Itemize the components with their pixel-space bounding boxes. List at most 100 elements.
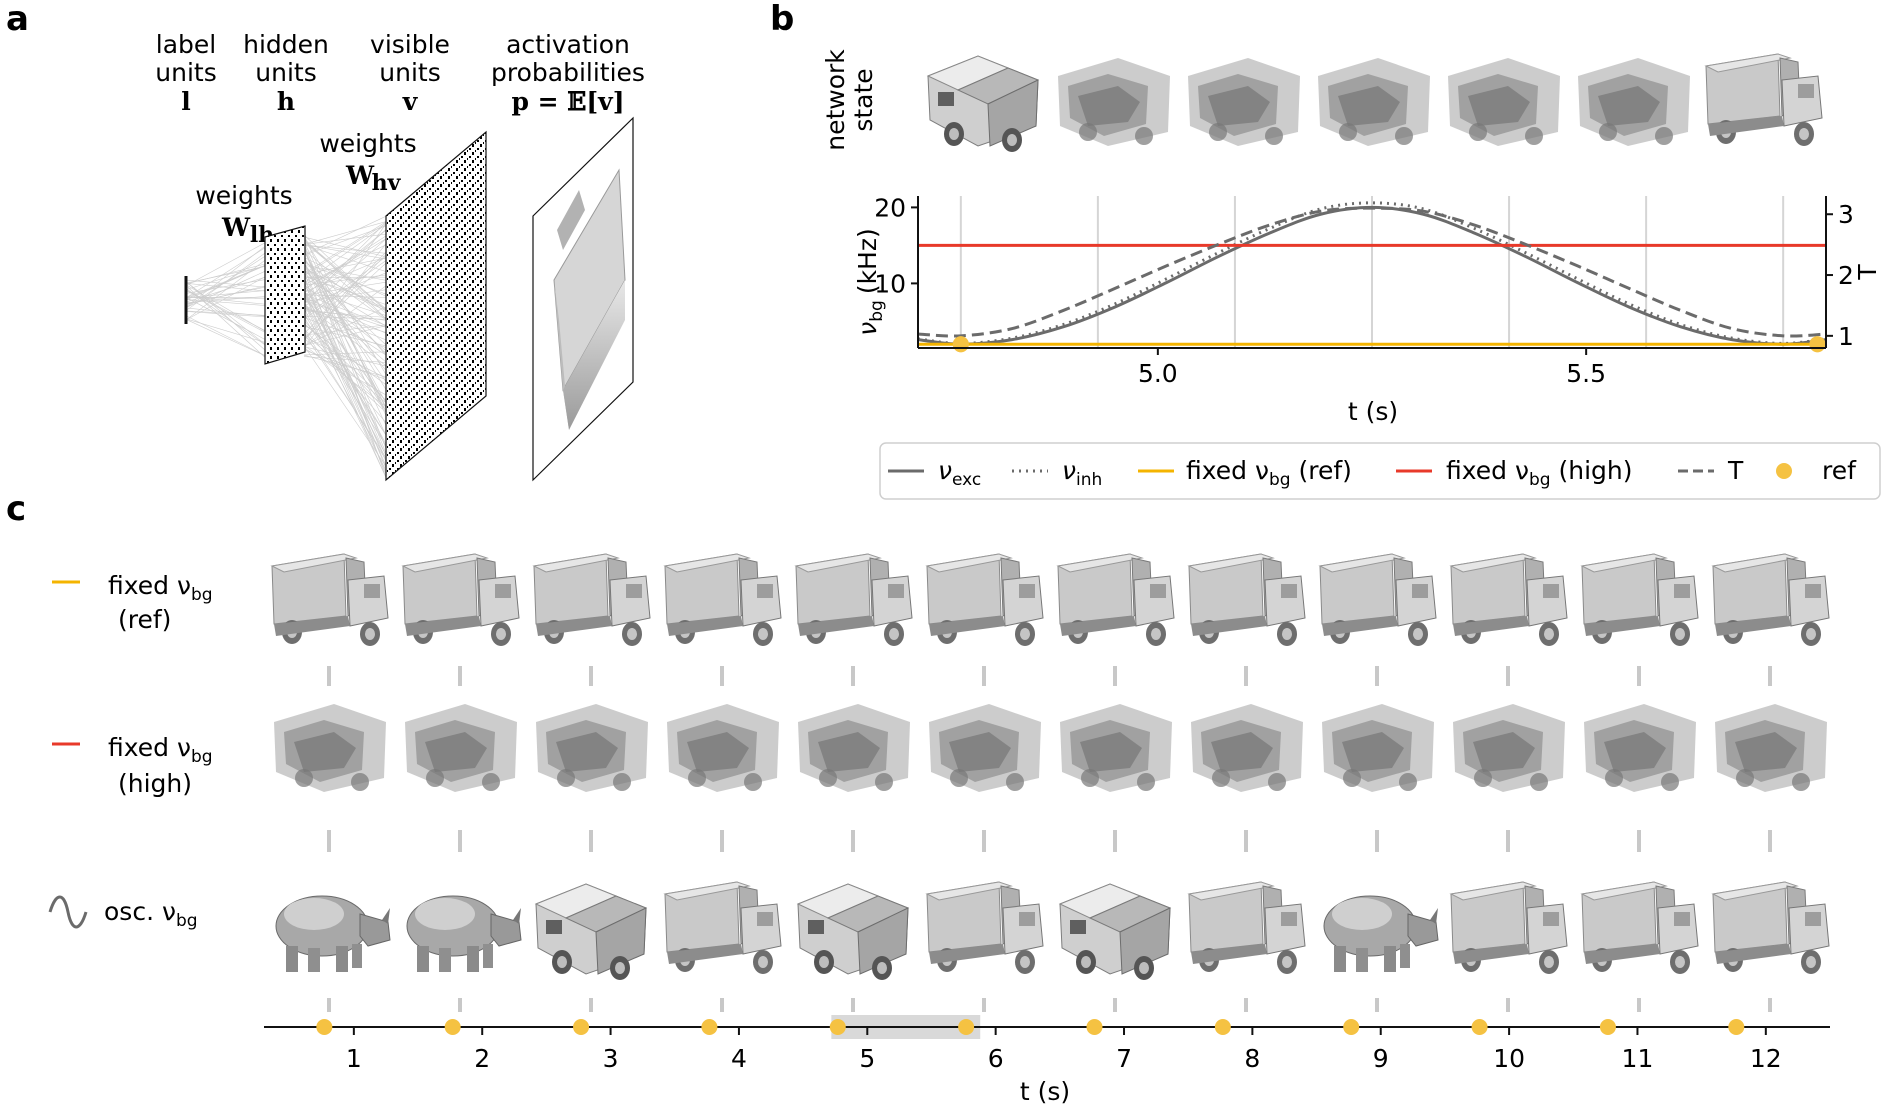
svg-text:fixed νbg (ref): fixed νbg (ref) <box>1186 456 1352 490</box>
connection-hv <box>303 244 387 260</box>
weights-lh-label: weights W lh <box>195 181 292 248</box>
connection-hv <box>303 240 387 314</box>
ref-marker <box>316 1019 333 1035</box>
connection-hv <box>303 333 387 404</box>
connection-lh <box>185 241 267 287</box>
thumbnail-truck <box>1574 874 1704 984</box>
thumbnail-noisy <box>1181 692 1311 802</box>
connection-lh <box>185 246 267 299</box>
hidden-units-header: hidden units h <box>243 30 329 116</box>
network-state-images <box>918 46 1828 156</box>
activation-probabilities-header: activation probabilities p = 𝔼[v] <box>491 30 645 116</box>
panel-b-legend: νexc νinh fixed νbg (ref) fixed νbg (hig… <box>879 442 1881 500</box>
connection-hv <box>303 238 387 290</box>
connection-hv <box>303 263 387 412</box>
panel-a-letter: a <box>6 0 29 39</box>
x-tick-label: 8 <box>1244 1044 1260 1073</box>
x-tick-label: 9 <box>1373 1044 1389 1073</box>
x-tick-label: 5.5 <box>1566 359 1606 388</box>
svg-text:νexc: νexc <box>938 456 981 490</box>
connection-lh <box>185 297 267 341</box>
legend-entry-fixed-high: fixed νbg (high) <box>1396 456 1633 490</box>
connection-hv <box>303 225 387 256</box>
connection-hv <box>303 336 387 379</box>
state-image-5 <box>1438 46 1568 156</box>
connection-hv <box>303 307 387 471</box>
connection-hv <box>303 328 387 461</box>
panel-b-letter: b <box>770 0 794 39</box>
connection-hv <box>303 224 387 284</box>
connection-hv <box>303 345 387 467</box>
connection-lh <box>185 279 267 288</box>
thumbnail-noisy <box>788 692 918 802</box>
network-state-label-line1: network <box>821 49 850 151</box>
state-image-7 <box>1698 46 1828 156</box>
connection-hv <box>303 289 387 302</box>
thumbnail-noisy <box>395 692 525 802</box>
thumbnail-noisy <box>264 692 394 802</box>
connection-lh <box>185 285 267 305</box>
connection-hv <box>303 277 387 475</box>
y-axis-right-label: T <box>1853 264 1882 281</box>
network-state-label-line2: state <box>849 68 878 131</box>
legend-entry-exc: νexc <box>888 456 981 490</box>
connection-hv <box>303 325 387 346</box>
x-tick-label: 12 <box>1750 1044 1782 1073</box>
svg-text:νinh: νinh <box>1062 456 1102 490</box>
connection-hv <box>303 233 387 245</box>
legend-entry-T: T <box>1678 456 1744 485</box>
panel-b-axis-labels: νbg(kHz) T t (s) <box>853 228 1882 426</box>
thumbnail-truck <box>1181 546 1311 656</box>
state-image-1 <box>918 46 1048 156</box>
connection-hv <box>303 229 387 303</box>
thumbnail-noisy <box>1050 692 1180 802</box>
connection-hv <box>303 282 387 466</box>
x-tick-label: 10 <box>1493 1044 1525 1073</box>
legend-entry-fixed-ref: fixed νbg (ref) <box>1138 456 1352 490</box>
activation-title2: probabilities <box>491 58 645 87</box>
connection-hv <box>303 260 387 320</box>
state-image-6 <box>1568 46 1698 156</box>
panel-c-letter: c <box>6 489 26 529</box>
ref-marker <box>1471 1019 1488 1035</box>
connection-hv <box>303 215 387 256</box>
connection-hv <box>303 244 387 254</box>
thumbnail-truck <box>1181 874 1311 984</box>
connection-hv <box>303 250 387 408</box>
legend-entry-ref-marker: ref <box>1776 456 1857 485</box>
weights-hv-sub: hv <box>372 170 402 196</box>
hidden-units-symbol: h <box>277 87 295 116</box>
visible-units-symbol: v <box>402 87 419 116</box>
svg-text:fixed νbg: fixed νbg <box>108 733 213 767</box>
thumbnail-truck <box>1705 546 1835 656</box>
thumbnail-rhino <box>264 874 394 984</box>
thumbnail-truck <box>788 546 918 656</box>
thumbnail-noisy <box>1574 692 1704 802</box>
thumbnail-truck <box>1443 874 1573 984</box>
thumbnail-noisy <box>1705 692 1835 802</box>
connection-hv <box>303 346 387 367</box>
connection-hv <box>303 257 387 293</box>
x-tick-label: 5.0 <box>1138 359 1178 388</box>
connection-hv <box>303 281 387 460</box>
series-line <box>917 201 1827 345</box>
hidden-units-title1: hidden <box>243 30 329 59</box>
y2-tick-label: 3 <box>1838 200 1854 229</box>
connection-hv <box>303 274 387 286</box>
connection-lh <box>185 252 267 311</box>
connection-hv <box>303 324 387 336</box>
x-axis-label: t (s) <box>1348 397 1398 426</box>
connection-hv <box>303 256 387 318</box>
x-tick-label: 4 <box>731 1044 747 1073</box>
connection-hv <box>303 244 387 272</box>
thumbnail-noisy <box>526 692 656 802</box>
x-tick-label: 5 <box>859 1044 875 1073</box>
ref-marker <box>1599 1019 1616 1035</box>
x-tick-label: 3 <box>603 1044 619 1073</box>
visible-layer <box>385 130 487 482</box>
thumbnail-truck <box>395 546 525 656</box>
thumbnail-truck <box>657 874 787 984</box>
x-tick-label: 11 <box>1622 1044 1654 1073</box>
panel-a-column-headers: label units l hidden units h visible uni… <box>155 30 645 116</box>
visible-units-header: visible units v <box>370 30 450 116</box>
